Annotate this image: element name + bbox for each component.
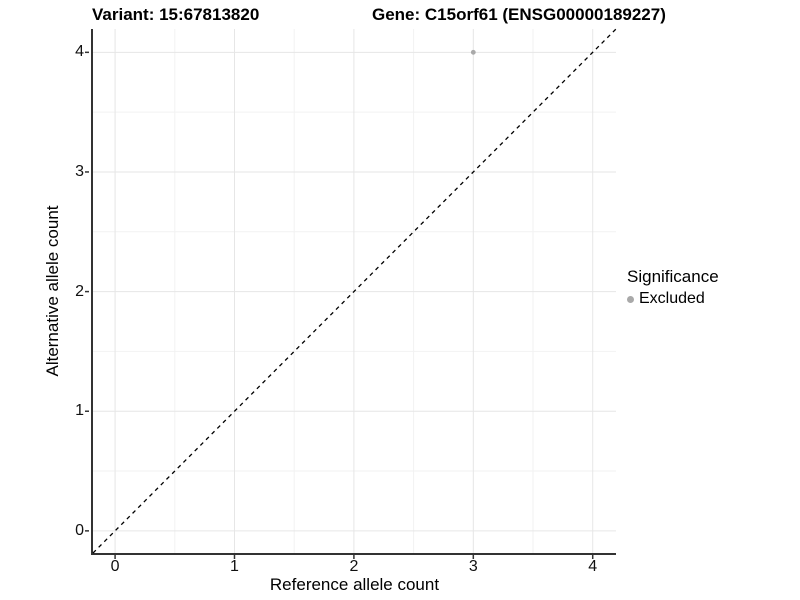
identity-line — [92, 28, 617, 554]
y-tick-label: 2 — [75, 282, 84, 300]
x-tick-label: 0 — [110, 558, 120, 575]
y-axis-title: Alternative allele count — [43, 205, 62, 377]
x-axis-title: Reference allele count — [269, 575, 440, 594]
legend-title: Significance — [627, 267, 719, 286]
x-tick-label: 4 — [588, 558, 598, 575]
y-tick-label: 3 — [75, 162, 84, 180]
y-tick-label: 0 — [75, 521, 84, 539]
plot-panel — [85, 28, 617, 559]
x-tick-label: 3 — [468, 558, 478, 575]
variant-title: Variant: 15:67813820 — [92, 5, 260, 24]
y-tick-label: 4 — [75, 43, 84, 61]
legend-item-label: Excluded — [639, 290, 705, 307]
scatter-plot-canvas — [85, 28, 617, 559]
excluded-point-icon — [627, 295, 634, 303]
x-tick-label: 1 — [230, 558, 239, 575]
legend-item-excluded: Excluded — [627, 290, 719, 308]
x-tick-label: 2 — [349, 558, 359, 575]
data-point-excluded — [470, 49, 476, 55]
legend: Significance Excluded — [627, 267, 719, 308]
gene-title: Gene: C15orf61 (ENSG00000189227) — [372, 5, 666, 24]
y-tick-label: 1 — [75, 402, 84, 420]
